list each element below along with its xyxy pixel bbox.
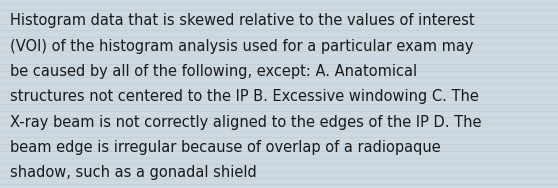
Text: structures not centered to the IP B. Excessive windowing C. The: structures not centered to the IP B. Exc… <box>10 89 479 104</box>
Text: Histogram data that is skewed relative to the values of interest: Histogram data that is skewed relative t… <box>10 13 475 28</box>
Text: beam edge is irregular because of overlap of a radiopaque: beam edge is irregular because of overla… <box>10 140 441 155</box>
Text: be caused by all of the following, except: A. Anatomical: be caused by all of the following, excep… <box>10 64 417 79</box>
Text: (VOI) of the histogram analysis used for a particular exam may: (VOI) of the histogram analysis used for… <box>10 39 474 54</box>
Text: shadow, such as a gonadal shield: shadow, such as a gonadal shield <box>10 165 257 180</box>
Text: X-ray beam is not correctly aligned to the edges of the IP D. The: X-ray beam is not correctly aligned to t… <box>10 115 482 130</box>
